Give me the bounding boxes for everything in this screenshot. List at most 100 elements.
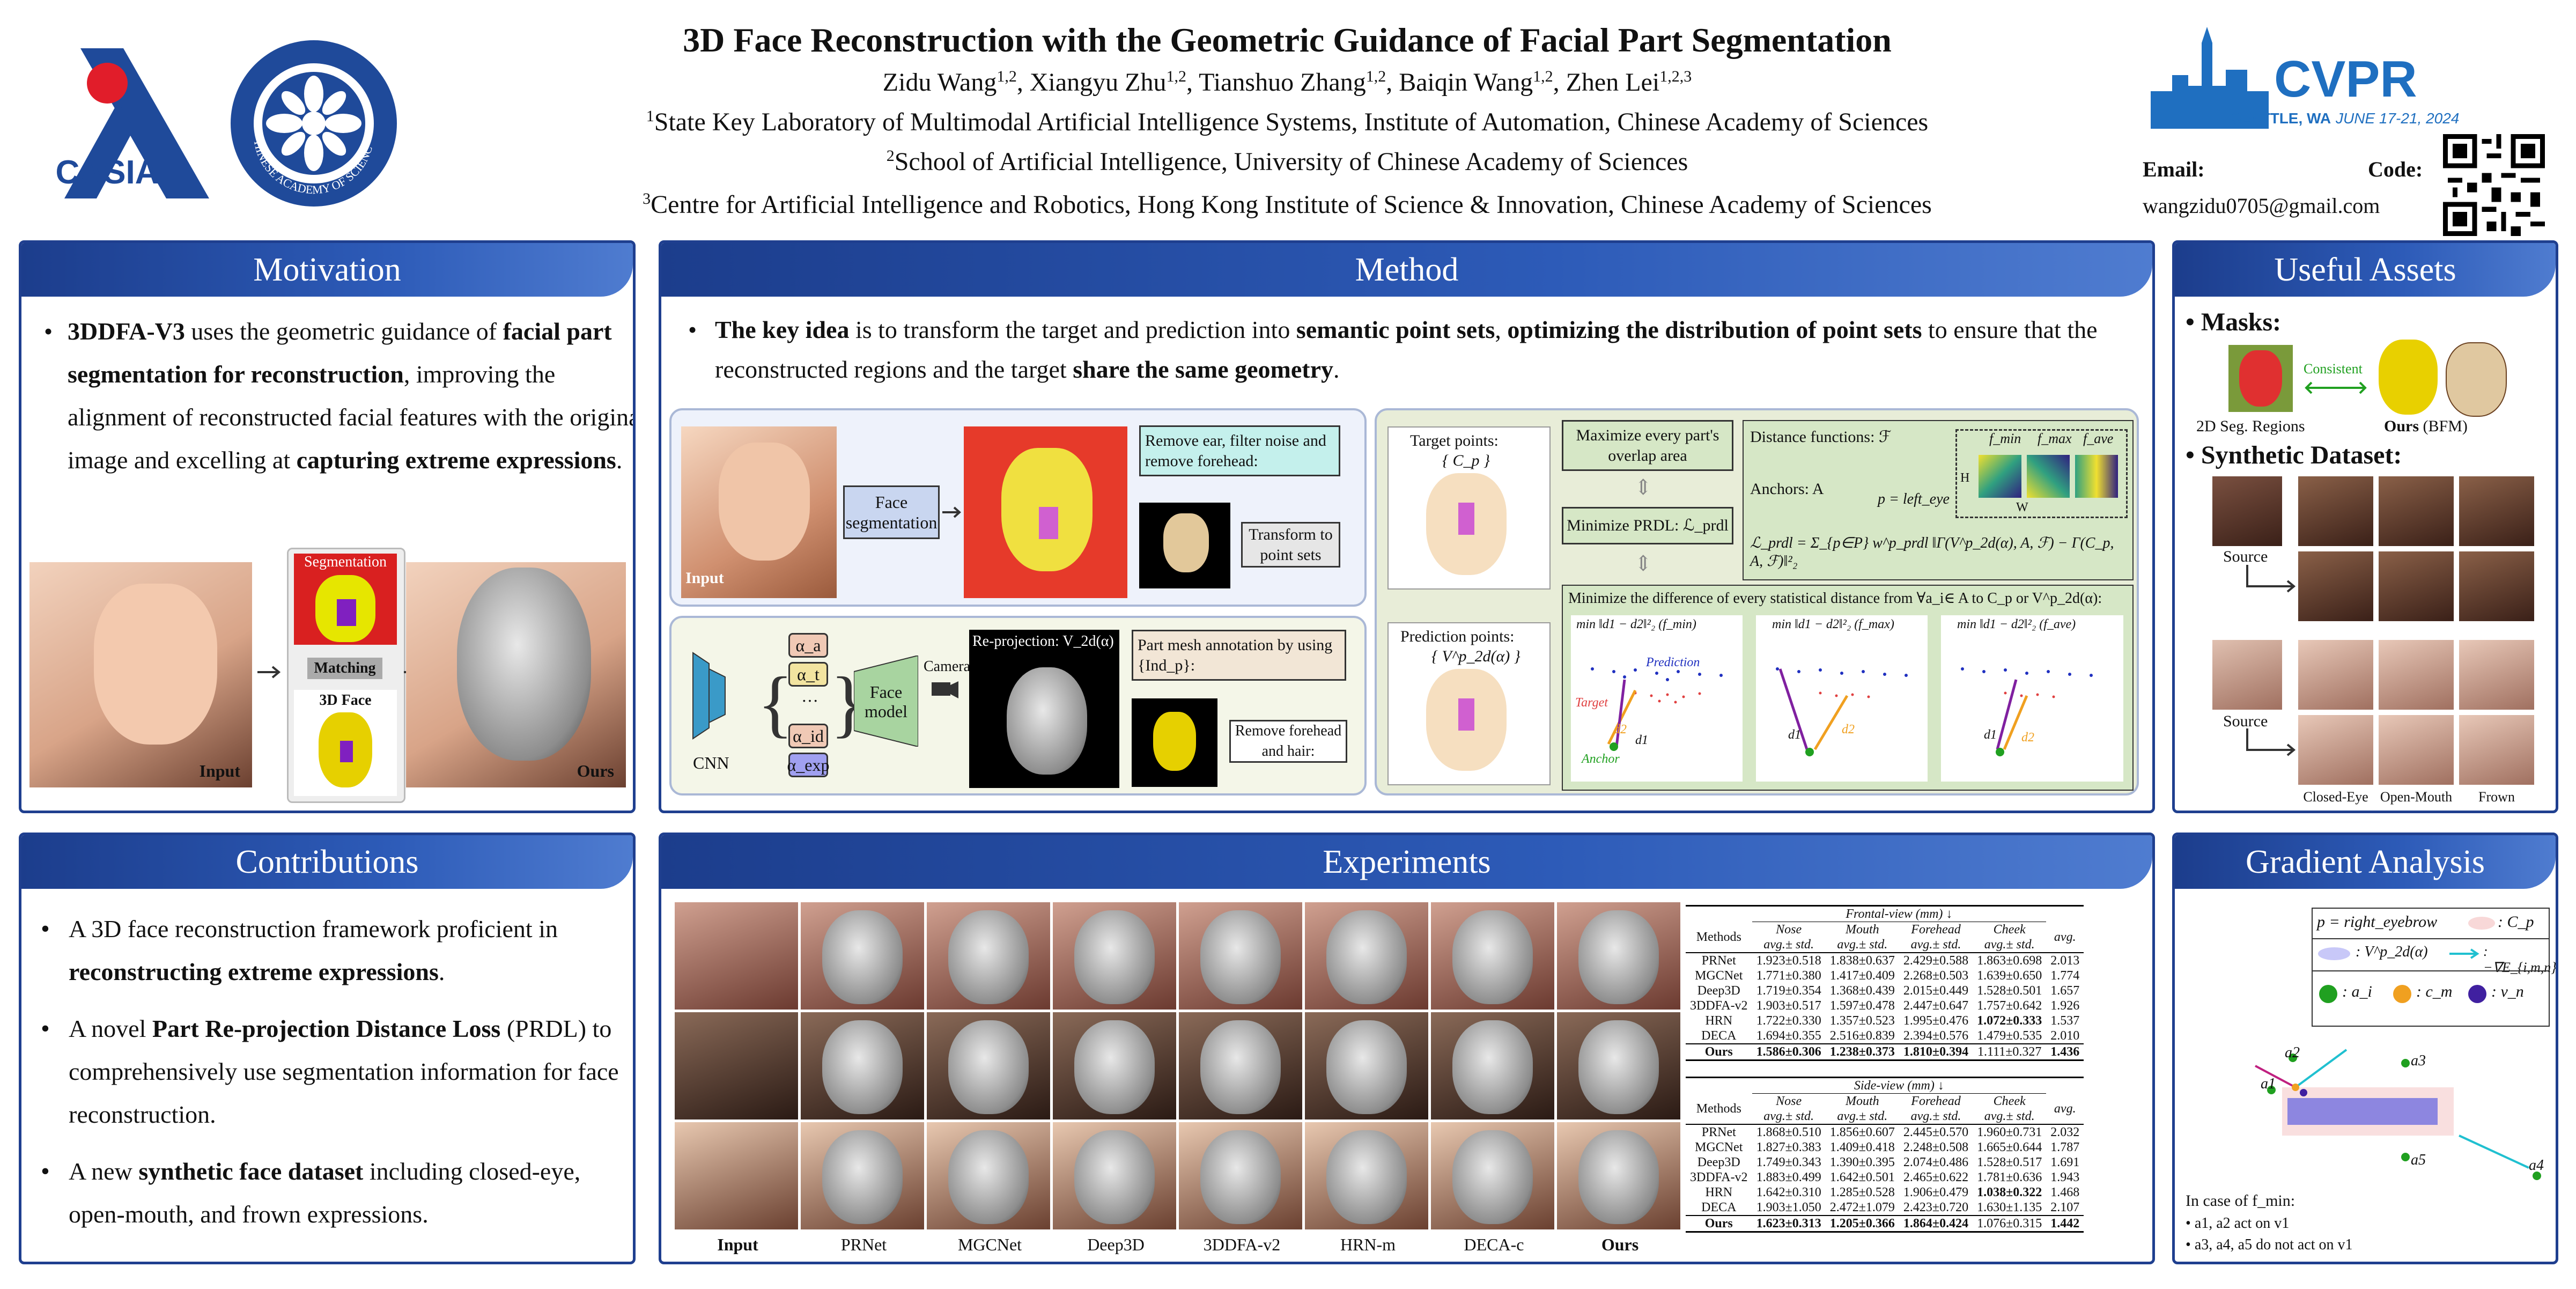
cas-seal-logo: CHINESE ACADEMY OF SCIENCES — [228, 38, 397, 207]
table-cell: 1.781±0.636 — [1977, 1170, 2042, 1184]
table-cell: 1.827±0.383 — [1756, 1140, 1821, 1154]
svg-text:CVPR: CVPR — [2274, 50, 2417, 108]
email-link[interactable]: wangzidu0705@gmail.com — [2143, 194, 2380, 218]
arrow-right-icon — [2246, 728, 2296, 756]
column-subheader: avg.± std. — [1984, 1109, 2035, 1123]
reconstruction-image — [927, 902, 1050, 1010]
reconstruction-image — [1053, 902, 1176, 1010]
table-cell: 2.394±0.576 — [1903, 1029, 1969, 1043]
table-cell: 1.749±0.343 — [1756, 1155, 1821, 1169]
frown-label: Frown — [2478, 789, 2515, 805]
table-cell: 2.013 — [2050, 954, 2080, 968]
table-cell: 1.657 — [2050, 984, 2080, 998]
table-cell: 1.468 — [2050, 1185, 2080, 1199]
prediction-points-box: Prediction points: { V^p_2d(α) } — [1387, 622, 1551, 785]
table-cell: 1.943 — [2050, 1170, 2080, 1184]
table-header-row: Methods Nose Mouth Forehead Cheek avg. — [1686, 922, 2084, 944]
gradient-legend: p = right_eyebrow : C_p : V^p_2d(α) : −∇… — [2312, 908, 2556, 1027]
bfm-mask-image — [2379, 340, 2438, 415]
segmentation-image: Segmentation — [294, 554, 397, 645]
face-mesh — [1452, 1130, 1533, 1224]
table-cell: 1.864±0.424 — [1903, 1217, 1969, 1231]
input-face-image — [675, 1122, 798, 1229]
table-cell: 2.472±1.079 — [1829, 1200, 1895, 1214]
reconstruction-image — [1431, 1012, 1554, 1119]
reconstruction-image — [1431, 1122, 1554, 1229]
svg-text:CASIA: CASIA — [56, 154, 159, 191]
table-cell: 2.516±0.839 — [1829, 1029, 1895, 1043]
column-header: Forehead — [1911, 923, 1961, 937]
svg-text:SEATTLE, WA: SEATTLE, WA — [2231, 110, 2331, 127]
table-row: PRNet 1.868±0.510 1.856±0.607 2.445±0.570 1.… — [1686, 1124, 2084, 1140]
table-cell: 1.623±0.313 — [1756, 1217, 1821, 1231]
motivation-ours-image: Ours — [406, 562, 626, 787]
table-cell: 2.445±0.570 — [1903, 1125, 1969, 1139]
table-cell: 1.076±0.315 — [1977, 1217, 2042, 1231]
method-key-idea: • The key idea is to transform the targe… — [688, 316, 2098, 383]
table-row: 3DDFA-v2 1.903±0.517 1.597±0.478 2.447±0.64… — [1686, 998, 2084, 1013]
open-mouth-label: Open-Mouth — [2380, 789, 2453, 805]
synthetic-face — [2298, 715, 2373, 785]
table-cell: 1.883±0.499 — [1756, 1170, 1821, 1184]
part-mesh-annotation-box: Part mesh annotation by using {Ind_p}: — [1132, 630, 1346, 681]
table-cell: 1.072±0.333 — [1977, 1014, 2042, 1028]
reconstruction-image — [927, 1012, 1050, 1119]
face-mesh — [1200, 1130, 1281, 1224]
bfm-label: Ours (BFM) — [2384, 417, 2468, 435]
reprojection-image: Re-projection: V_2d(α) — [969, 630, 1119, 788]
table-cell: MGCNet — [1695, 1140, 1743, 1154]
table-cell: 1.238±0.373 — [1829, 1045, 1895, 1059]
table-row: Ours 1.586±0.306 1.238±0.373 1.810±0.394 1.1… — [1686, 1044, 2084, 1060]
motivation-heading: Motivation — [21, 243, 633, 297]
cvpr-logo: CVPR SEATTLE, WA JUNE 17-21, 2024 — [2151, 27, 2505, 129]
column-header: Cheek — [1993, 1094, 2026, 1108]
face-mesh — [1452, 910, 1533, 1004]
gradient-arrow-icon — [2449, 948, 2479, 959]
table-cell: Deep3D — [1697, 1155, 1740, 1169]
column-header: Cheek — [1993, 923, 2026, 937]
table-row: Deep3D 1.719±0.354 1.368±0.439 2.015±0.449 1… — [1686, 983, 2084, 998]
reconstruction-image — [1305, 1122, 1428, 1229]
segmentation-pipeline: Input Face segmentation Remove ear, filt… — [669, 408, 1367, 607]
author-name: Xiangyu Zhu — [1029, 68, 1167, 97]
table-cell: 1.528±0.501 — [1977, 984, 2042, 998]
qr-code-icon[interactable] — [2443, 134, 2545, 236]
table-cell: 1.923±0.518 — [1756, 954, 1821, 968]
table-cell: 1.722±0.330 — [1756, 1014, 1821, 1028]
avg-header: avg. — [2054, 930, 2076, 944]
column-header: Mouth — [1845, 923, 1879, 937]
face-model-label: Face model — [865, 682, 907, 721]
reconstruction-image — [1557, 902, 1680, 1010]
table-cell: 2.447±0.647 — [1903, 999, 1969, 1013]
table-row: DECA 1.694±0.355 2.516±0.839 2.394±0.576 1.4… — [1686, 1028, 2084, 1044]
reconstruction-image — [1053, 1012, 1176, 1119]
target-points-box: Target points: { C_p } — [1387, 426, 1551, 590]
method-input-image: Input — [681, 426, 837, 598]
prdl-panel: Target points: { C_p } Prediction points… — [1375, 408, 2139, 796]
authors-line: Zidu Wang1,2, Xiangyu Zhu1,2, Tianshuo Z… — [882, 68, 1692, 97]
closed-eye-label: Closed-Eye — [2303, 789, 2368, 805]
synthetic-source-2 — [2212, 640, 2282, 710]
reconstruction-image — [801, 902, 924, 1010]
synthetic-face — [2459, 551, 2534, 621]
list-item: A new synthetic face dataset including c… — [31, 1150, 626, 1236]
table-cell: 1.787 — [2050, 1140, 2080, 1154]
table-cell: 1.926 — [2050, 999, 2080, 1013]
table-cell: 1.719±0.354 — [1756, 984, 1821, 998]
table-cell: 1.285±0.528 — [1829, 1185, 1895, 1199]
input-face-image — [675, 1012, 798, 1119]
source-label: Source — [2223, 548, 2268, 565]
list-item: A novel Part Re-projection Distance Loss… — [31, 1007, 626, 1136]
table-cell: 2.248±0.508 — [1903, 1140, 1969, 1154]
case-item: • a1, a2 act on v1 — [2186, 1215, 2290, 1232]
gradient-analysis-panel: Gradient Analysis p = right_eyebrow : C_… — [2172, 833, 2558, 1264]
useful-assets-heading: Useful Assets — [2175, 243, 2556, 297]
table-cell: MGCNet — [1695, 969, 1743, 983]
gradient-diagram — [2255, 1049, 2541, 1180]
table-cell: 1.694±0.355 — [1756, 1029, 1821, 1043]
motivation-panel: Motivation • 3DDFA-V3 uses the geometric… — [19, 240, 636, 813]
filtered-mask-image — [1139, 503, 1230, 588]
table-cell: 3DDFA-v2 — [1690, 999, 1748, 1013]
casia-logo: CASIA — [56, 48, 209, 198]
synthetic-face — [2459, 715, 2534, 785]
